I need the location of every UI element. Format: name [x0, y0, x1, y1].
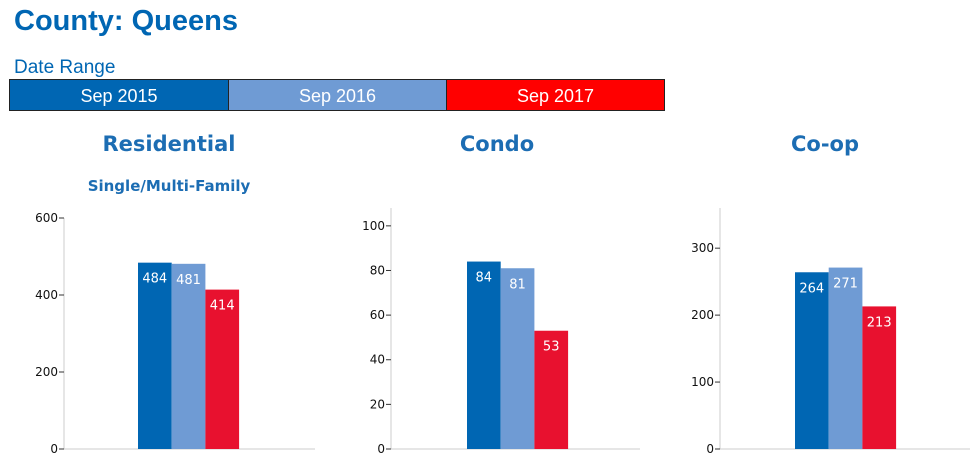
y-tick-label: 0: [377, 442, 385, 456]
bar-label: 53: [543, 340, 560, 355]
bar: [828, 267, 863, 449]
y-tick-label: 0: [706, 442, 714, 456]
bar-label: 271: [833, 277, 858, 292]
y-tick-label: 60: [370, 308, 385, 322]
bar: [205, 289, 240, 449]
bar: [862, 306, 897, 449]
bar: [795, 272, 829, 449]
bar-label: 84: [476, 271, 493, 286]
bar-label: 81: [509, 277, 526, 292]
date-range-label: Date Range: [14, 57, 116, 78]
y-tick-label: 600: [35, 211, 58, 225]
chart-title: Residential: [103, 132, 236, 156]
bar: [171, 263, 206, 449]
chart-title: Co-op: [791, 132, 859, 156]
date-range-legend: Sep 2015 Sep 2016 Sep 2017: [9, 79, 665, 111]
y-tick-label: 80: [370, 263, 385, 277]
y-tick-label: 40: [370, 353, 385, 367]
bar: [138, 262, 172, 449]
bar-label: 264: [799, 281, 824, 296]
y-tick-label: 300: [691, 241, 714, 255]
bar-label: 481: [176, 273, 201, 288]
legend-sep-2017: Sep 2017: [446, 80, 664, 110]
bar: [500, 268, 535, 449]
y-tick-label: 200: [35, 365, 58, 379]
y-tick-label: 100: [691, 375, 714, 389]
bar-label: 484: [142, 272, 167, 287]
chart-subtitle: Single/Multi-Family: [88, 177, 251, 195]
y-tick-label: 100: [362, 219, 385, 233]
y-tick-label: 20: [370, 397, 385, 411]
bar: [467, 261, 501, 449]
legend-sep-2016: Sep 2016: [228, 80, 446, 110]
bar-label: 213: [867, 315, 892, 330]
bar-label: 414: [210, 299, 235, 314]
page-title: County: Queens: [14, 5, 238, 37]
y-tick-label: 200: [691, 308, 714, 322]
chart-title: Condo: [460, 132, 534, 156]
legend-sep-2015: Sep 2015: [10, 80, 228, 110]
bar: [534, 330, 569, 449]
y-tick-label: 400: [35, 288, 58, 302]
y-tick-label: 0: [50, 442, 58, 456]
